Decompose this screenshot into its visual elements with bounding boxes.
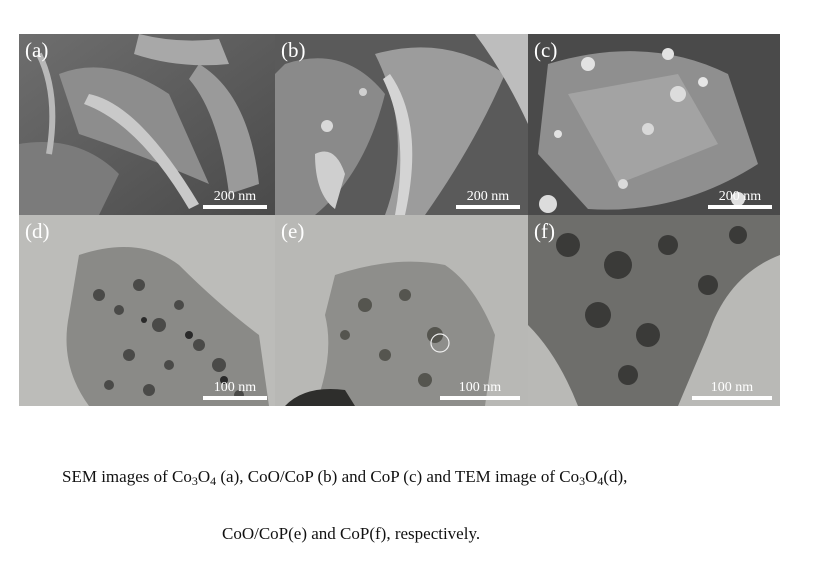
scale-bar: 100 nm <box>440 380 520 400</box>
tem-image-e <box>275 215 528 406</box>
scale-bar-line <box>456 205 520 209</box>
sem-image-b <box>275 34 528 215</box>
scale-bar-label: 200 nm <box>466 189 510 204</box>
panel-d-tem: (d) 100 nm <box>19 215 275 406</box>
panel-label: (d) <box>25 219 50 243</box>
panel-label: (a) <box>25 38 49 62</box>
scale-bar: 100 nm <box>692 380 772 400</box>
scale-bar: 100 nm <box>203 380 267 400</box>
scale-bar-line <box>203 205 267 209</box>
scale-bar: 200 nm <box>203 189 267 209</box>
panel-label: (f) <box>534 219 555 243</box>
figure-grid: (a) 200 nm (b) 200 nm <box>19 34 780 406</box>
scale-bar-label: 100 nm <box>710 380 754 395</box>
caption-subscript: 4 <box>597 474 604 488</box>
caption-subscript: 3 <box>191 474 198 488</box>
caption-subscript: 3 <box>579 474 586 488</box>
panel-f-tem: (f) 100 nm <box>528 215 780 406</box>
figure-caption-line-1: SEM images of Co3O4 (a), CoO/CoP (b) and… <box>62 467 822 487</box>
caption-text: O <box>585 467 598 486</box>
panel-a-sem: (a) 200 nm <box>19 34 275 215</box>
panel-label: (c) <box>534 38 558 62</box>
scale-bar: 200 nm <box>708 189 772 209</box>
sem-image-a <box>19 34 275 215</box>
scale-bar-line <box>203 396 267 400</box>
caption-text: O <box>197 467 211 486</box>
panel-label: (b) <box>281 38 306 62</box>
scale-bar-line <box>708 205 772 209</box>
figure-caption-line-2: CoO/CoP(e) and CoP(f), respectively. <box>222 524 481 543</box>
caption-subscript: 4 <box>210 474 217 488</box>
caption-text: (d), <box>603 467 628 486</box>
tem-image-f <box>528 215 780 406</box>
scale-bar: 200 nm <box>456 189 520 209</box>
sem-image-c <box>528 34 780 215</box>
scale-bar-label: 100 nm <box>458 380 502 395</box>
scale-bar-line <box>440 396 520 400</box>
scale-bar-label: 200 nm <box>718 189 762 204</box>
panel-e-tem: (e) 100 nm <box>275 215 528 406</box>
scale-bar-label: 100 nm <box>213 380 257 395</box>
caption-text: SEM images of Co <box>62 467 192 486</box>
scale-bar-line <box>692 396 772 400</box>
panel-label: (e) <box>281 219 305 243</box>
panel-c-sem: (c) 200 nm <box>528 34 780 215</box>
caption-text: (a), CoO/CoP (b) and CoP (c) and TEM ima… <box>216 467 580 486</box>
panel-b-sem: (b) 200 nm <box>275 34 528 215</box>
scale-bar-label: 200 nm <box>213 189 257 204</box>
tem-image-d <box>19 215 275 406</box>
